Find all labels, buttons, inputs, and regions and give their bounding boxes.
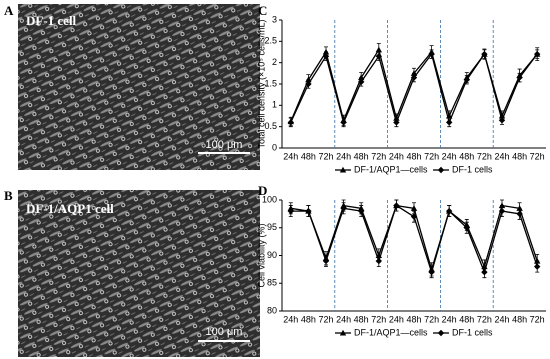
marker bbox=[446, 207, 453, 215]
marker bbox=[516, 210, 523, 218]
y-tick-label: 100 bbox=[262, 194, 277, 204]
panel-letter: B bbox=[4, 188, 13, 203]
scale-label: 100 μm bbox=[206, 326, 243, 338]
x-tick-label: 72h bbox=[530, 151, 545, 161]
y-tick-label: 95 bbox=[267, 222, 277, 232]
x-tick-label: 48h bbox=[301, 314, 316, 324]
marker bbox=[375, 53, 382, 60]
marker bbox=[410, 205, 418, 211]
scale-label: 100 μm bbox=[206, 139, 243, 151]
x-tick-label: 48h bbox=[354, 314, 369, 324]
legend-marker bbox=[437, 166, 445, 174]
y-axis-label: Total cell density (×10⁵ cells/mL) bbox=[256, 19, 266, 148]
marker bbox=[428, 268, 435, 276]
panel-letter: A bbox=[4, 3, 14, 18]
marker bbox=[322, 53, 330, 60]
marker bbox=[340, 205, 347, 212]
x-tick-label: 24h bbox=[389, 151, 404, 161]
x-tick-label: 24h bbox=[389, 314, 404, 324]
marker bbox=[446, 119, 453, 126]
y-tick-label: 80 bbox=[267, 305, 277, 315]
y-tick-label: 2 bbox=[272, 57, 277, 67]
x-tick-label: 72h bbox=[371, 151, 386, 161]
x-tick-label: 48h bbox=[354, 151, 369, 161]
marker bbox=[481, 268, 488, 276]
marker bbox=[534, 263, 541, 270]
legend-label: DF-1/AQP1—cells bbox=[354, 327, 428, 337]
micrograph bbox=[18, 4, 260, 170]
x-tick-label: 72h bbox=[530, 314, 545, 324]
y-tick-label: 85 bbox=[267, 278, 277, 288]
panel-letter: D bbox=[258, 183, 267, 198]
x-tick-label: 48h bbox=[301, 151, 316, 161]
y-axis-label: Cell viability (%) bbox=[256, 223, 266, 287]
x-tick-label: 72h bbox=[424, 151, 439, 161]
y-tick-label: 1.5 bbox=[264, 78, 277, 88]
legend-label: DF-1 cells bbox=[452, 327, 493, 337]
y-tick-label: 0 bbox=[272, 142, 277, 152]
marker bbox=[305, 80, 312, 88]
marker bbox=[428, 50, 435, 58]
x-tick-label: 72h bbox=[371, 314, 386, 324]
x-tick-label: 48h bbox=[406, 314, 421, 324]
x-tick-label: 24h bbox=[494, 151, 509, 161]
marker bbox=[481, 50, 488, 58]
legend-label: DF-1/AQP1—cells bbox=[354, 164, 428, 174]
x-tick-label: 24h bbox=[283, 151, 298, 161]
x-tick-label: 24h bbox=[283, 314, 298, 324]
marker bbox=[287, 119, 294, 126]
micrograph bbox=[18, 190, 260, 357]
panel-letter: C bbox=[258, 3, 267, 18]
marker bbox=[463, 224, 470, 231]
marker bbox=[463, 76, 470, 83]
marker bbox=[534, 50, 541, 58]
legend-marker bbox=[339, 329, 347, 336]
legend-marker bbox=[437, 329, 445, 337]
x-tick-label: 24h bbox=[442, 314, 457, 324]
marker bbox=[498, 117, 506, 124]
series-line bbox=[290, 52, 538, 125]
legend-label: DF-1 cells bbox=[452, 164, 493, 174]
x-tick-label: 72h bbox=[424, 314, 439, 324]
marker bbox=[287, 207, 294, 215]
marker bbox=[358, 207, 365, 215]
image-label: DF-1 cell bbox=[26, 13, 77, 28]
x-tick-label: 48h bbox=[406, 151, 421, 161]
x-tick-label: 48h bbox=[459, 314, 474, 324]
marker bbox=[375, 46, 382, 53]
panel-a: A DF-1 cell 100 μm bbox=[4, 3, 260, 170]
marker bbox=[410, 213, 418, 220]
y-tick-label: 0.5 bbox=[264, 121, 277, 131]
x-tick-label: 48h bbox=[512, 314, 527, 324]
y-tick-label: 1 bbox=[272, 100, 277, 110]
x-tick-label: 72h bbox=[318, 314, 333, 324]
x-tick-label: 72h bbox=[318, 151, 333, 161]
y-tick-label: 3 bbox=[272, 14, 277, 24]
marker bbox=[498, 207, 506, 215]
x-tick-label: 24h bbox=[442, 151, 457, 161]
y-tick-label: 2.5 bbox=[264, 36, 277, 46]
x-tick-label: 24h bbox=[494, 314, 509, 324]
marker bbox=[375, 257, 382, 265]
marker bbox=[393, 202, 400, 209]
marker bbox=[358, 78, 365, 86]
y-tick-label: 90 bbox=[267, 250, 277, 260]
marker bbox=[393, 119, 400, 126]
x-tick-label: 72h bbox=[477, 314, 492, 324]
x-tick-label: 72h bbox=[477, 151, 492, 161]
x-tick-label: 48h bbox=[512, 151, 527, 161]
legend-marker bbox=[339, 166, 347, 173]
marker bbox=[340, 119, 347, 126]
x-tick-label: 24h bbox=[336, 314, 351, 324]
x-tick-label: 48h bbox=[459, 151, 474, 161]
marker bbox=[305, 207, 312, 215]
panel-b: B DF-1/AQP1 cell 100 μm bbox=[4, 188, 260, 357]
image-label: DF-1/AQP1 cell bbox=[26, 201, 114, 216]
marker bbox=[410, 74, 418, 81]
marker bbox=[516, 74, 523, 81]
marker bbox=[322, 257, 330, 265]
x-tick-label: 24h bbox=[336, 151, 351, 161]
